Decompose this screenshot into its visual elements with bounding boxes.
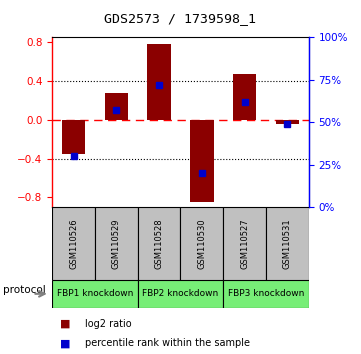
Text: FBP3 knockdown: FBP3 knockdown [228, 289, 304, 298]
Text: protocol: protocol [3, 285, 45, 296]
Bar [233, 74, 256, 120]
Text: FBP1 knockdown: FBP1 knockdown [57, 289, 133, 298]
Text: GSM110527: GSM110527 [240, 218, 249, 269]
Text: ■: ■ [60, 338, 70, 348]
Bar [275, 120, 299, 124]
Text: ■: ■ [60, 319, 70, 329]
Bar [180, 207, 223, 280]
Bar [190, 120, 214, 202]
Text: GSM110530: GSM110530 [197, 218, 206, 269]
Bar [105, 93, 128, 120]
Bar [223, 207, 266, 280]
Bar [52, 280, 138, 308]
Bar [147, 44, 171, 120]
Bar [52, 207, 95, 280]
Bar [266, 207, 309, 280]
Text: FBP2 knockdown: FBP2 knockdown [142, 289, 219, 298]
Bar [62, 120, 86, 154]
Bar [223, 280, 309, 308]
Text: log2 ratio: log2 ratio [85, 319, 131, 329]
Bar [138, 207, 180, 280]
Text: percentile rank within the sample: percentile rank within the sample [85, 338, 250, 348]
Text: GSM110526: GSM110526 [69, 218, 78, 269]
Bar [138, 280, 223, 308]
Bar [95, 207, 138, 280]
Text: GDS2573 / 1739598_1: GDS2573 / 1739598_1 [104, 12, 257, 25]
Text: GSM110529: GSM110529 [112, 218, 121, 269]
Text: GSM110528: GSM110528 [155, 218, 164, 269]
Text: GSM110531: GSM110531 [283, 218, 292, 269]
